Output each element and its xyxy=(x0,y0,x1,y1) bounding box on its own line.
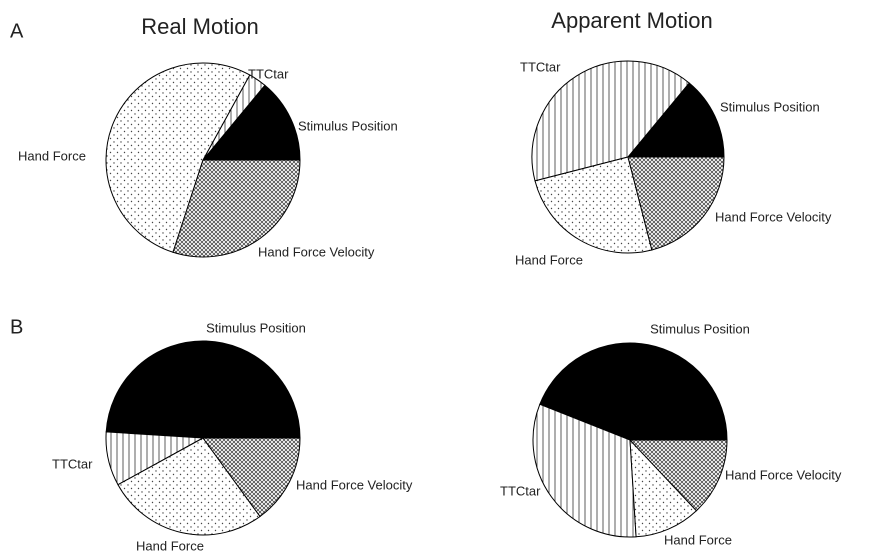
slice-label: Stimulus Position xyxy=(298,118,398,133)
panel-label: A xyxy=(10,20,24,42)
slice-label: Hand Force Velocity xyxy=(296,477,413,492)
pie-slice xyxy=(117,437,261,536)
slice-label: Hand Force xyxy=(18,148,86,163)
pie-slice xyxy=(628,439,728,512)
pie-slice xyxy=(202,437,301,518)
pie-slice xyxy=(531,60,690,182)
slice-label: Hand Force Velocity xyxy=(715,209,832,224)
pie-slice xyxy=(626,82,725,158)
slice-label: Hand Force xyxy=(136,538,204,553)
slice-label: TTCtar xyxy=(500,483,541,498)
panel-label: B xyxy=(10,316,23,338)
chart-title: Real Motion xyxy=(141,14,258,39)
slice-label: TTCtar xyxy=(520,59,561,74)
slice-label: TTCtar xyxy=(248,66,289,81)
slice-label: Stimulus Position xyxy=(650,321,750,336)
chart-title: Apparent Motion xyxy=(551,8,712,33)
slice-label: Hand Force Velocity xyxy=(725,467,842,482)
pie-slice xyxy=(627,156,725,251)
slice-label: Stimulus Position xyxy=(206,320,306,335)
pie-slice xyxy=(105,62,251,253)
pie-slice xyxy=(532,403,637,538)
pie-slice xyxy=(629,438,698,538)
pie-slice xyxy=(539,342,728,441)
slice-label: Hand Force xyxy=(515,252,583,267)
slice-label: TTCtar xyxy=(52,456,93,471)
pie-slice xyxy=(172,159,301,258)
pie-slice xyxy=(534,156,653,254)
pie-slice xyxy=(105,340,301,439)
slice-label: Hand Force Velocity xyxy=(258,244,375,259)
pie-slice xyxy=(201,84,301,161)
slice-label: Stimulus Position xyxy=(720,99,820,114)
slice-label: Hand Force xyxy=(664,532,732,547)
